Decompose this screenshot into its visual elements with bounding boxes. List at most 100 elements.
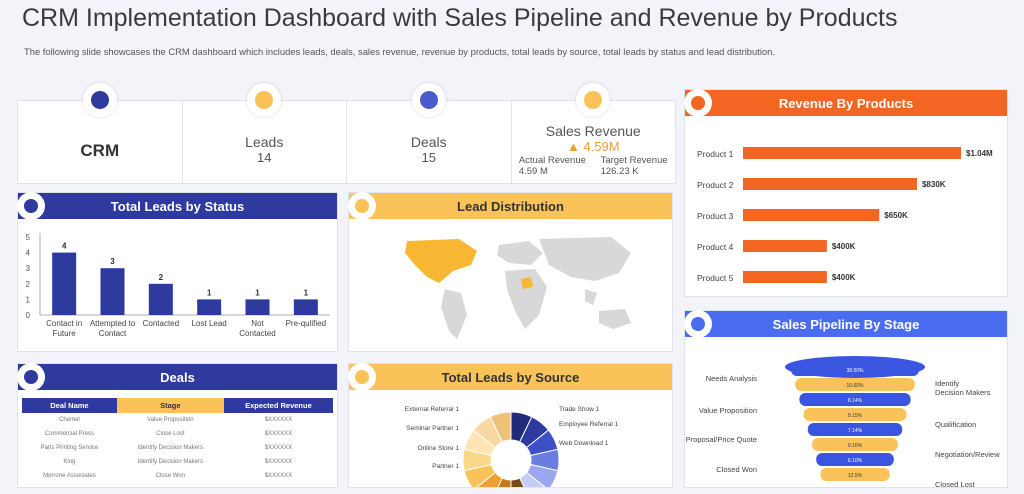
pipeline-right-label: Qualification [935, 420, 976, 429]
status-bar [148, 283, 173, 315]
status-category-label: Contact [99, 329, 127, 338]
crm-icon [82, 83, 117, 117]
source-right-label: Web Download 1 [559, 440, 609, 447]
revenue-bar [743, 209, 880, 221]
deals-cell: Close Won [155, 473, 185, 479]
y-tick-label: 2 [26, 280, 31, 289]
deals-cell: Identify Decision Makers [137, 459, 204, 465]
pipeline-right-label: Closed Lost [935, 480, 976, 489]
status-bar [52, 252, 77, 315]
leads-status-panel: Total Leads by Status 0 1 2 3 4 5 4 Contact in F… [17, 192, 338, 352]
source-icon [348, 363, 376, 391]
funnel-stage [812, 438, 898, 451]
status-bar-value: 2 [159, 273, 164, 282]
revenue-bar-label: $400K [832, 273, 856, 282]
deals-cell: Parts Printing Service [40, 445, 99, 451]
product-label: Product 2 [697, 180, 734, 190]
product-label: Product 1 [697, 149, 734, 159]
source-right-label: Trade Show 1 [559, 406, 600, 413]
source-left-label: Partner 1 [432, 463, 459, 470]
kpi-leads-value: 14 [257, 150, 272, 165]
kpi-deals-label: Deals [410, 134, 447, 150]
deals-cell: Chemel [59, 417, 80, 423]
status-bar-value: 3 [110, 257, 115, 266]
page-title: CRM Implementation Dashboard with Sales … [22, 4, 898, 32]
deals-col-stage: Stage [116, 398, 224, 413]
kpi-deals-value: 15 [421, 150, 436, 165]
target-revenue-value: 126.23 K [600, 166, 639, 177]
revenue-bar-label: $400K [832, 242, 856, 251]
status-icon [17, 192, 45, 220]
status-category-label: Attempted to [90, 319, 136, 328]
kpi-deals: Deals 15 [347, 83, 512, 183]
source-left-label: Online Store 1 [417, 445, 459, 452]
kpi-crm: CRM [18, 83, 183, 183]
deals-col-name: Deal Name [22, 398, 117, 413]
revenue-products-header: Revenue By Products [684, 89, 1007, 117]
lead-distribution-title: Lead Distribution [457, 198, 564, 214]
pipeline-left-label: Proposal/Price Quote [686, 435, 757, 444]
funnel-stage [820, 468, 890, 481]
funnel-stage [816, 453, 894, 466]
deals-row: Chemel Value Proposition $XXXXXX [22, 413, 333, 427]
deals-cell: $XXXXXX [264, 431, 293, 437]
kpi-sales-label: Sales Revenue [545, 123, 641, 139]
status-category-label: Not [251, 319, 264, 328]
pipeline-icon [684, 310, 712, 338]
leads-source-title: Total Leads by Source [441, 369, 580, 385]
status-bar [293, 299, 318, 315]
revenue-icon [684, 89, 712, 117]
deals-table: Deal Name Stage Expected Revenue Chemel V… [22, 398, 333, 483]
funnel-stage [807, 423, 903, 436]
actual-revenue-value: 4.59 M [518, 166, 548, 177]
deals-row: Commercial Press Close Lost $XXXXXX [22, 427, 333, 441]
status-category-label: Future [53, 329, 77, 338]
funnel-stage [803, 408, 907, 421]
status-bar [245, 299, 270, 315]
revenue-products-title: Revenue By Products [778, 95, 914, 111]
sales-pipeline-panel: Sales Pipeline By Stage 38.00% 10.60% 8.14… [684, 310, 1008, 489]
status-category-label: Contacted [143, 319, 179, 328]
status-category-label: Lost Lead [192, 319, 227, 328]
source-left-label: External Referral 1 [405, 406, 460, 413]
leads-source-panel: Total Leads by Source External Referral … [348, 363, 673, 494]
source-left-label: Seminar Partner 1 [406, 425, 459, 432]
deals-cell: $XXXXXX [264, 459, 293, 465]
product-label: Product 3 [697, 211, 734, 221]
source-slice [489, 411, 512, 443]
funnel-stage-value: 38.00% [847, 368, 865, 374]
deals-cell: Close Lost [156, 431, 185, 437]
product-label: Product 4 [697, 242, 734, 252]
funnel-stage-value: 9.16% [848, 443, 863, 449]
funnel-stage [799, 393, 911, 406]
pipeline-left-label: Closed Won [716, 465, 757, 474]
deals-panel: Deals Deal Name Stage Expected Revenue C… [17, 363, 338, 488]
funnel-stage-value: 8.14% [848, 398, 863, 404]
deals-cell: Morrone Associates [43, 473, 96, 479]
page-subtitle: The following slide showcases the CRM da… [24, 46, 775, 57]
revenue-products-panel: Revenue By Products Product 1 $1.04M Produ… [684, 89, 1008, 297]
y-tick-label: 3 [26, 264, 31, 273]
deals-cell: $XXXXXX [264, 417, 293, 423]
deals-panel-icon [17, 363, 45, 391]
deals-title: Deals [160, 369, 195, 385]
distribution-icon [348, 192, 376, 220]
leads-source-header: Total Leads by Source [348, 363, 672, 391]
revenue-bar [743, 240, 827, 252]
africa-highlight [521, 277, 533, 289]
deals-cell: King [63, 459, 76, 465]
deals-cell: $XXXXXX [264, 445, 293, 451]
pipeline-left-label: Value Proposition [699, 406, 757, 415]
status-bar-value: 4 [62, 242, 67, 251]
status-category-label: Contact in [46, 319, 82, 328]
funnel-stage-value: 7.14% [848, 428, 863, 434]
kpi-row: CRM Leads 14 Deals 15 Sales Revenue ▲ 4.… [17, 83, 676, 184]
sales-pipeline-title: Sales Pipeline By Stage [772, 316, 920, 332]
deals-col-revenue: Expected Revenue [223, 398, 333, 413]
status-bar-value: 1 [255, 288, 260, 297]
pipeline-right-label: Identify [935, 379, 959, 388]
deals-row: Morrone Associates Close Won $XXXXXX [22, 469, 333, 483]
lead-distribution-header: Lead Distribution [348, 192, 672, 220]
y-tick-label: 4 [26, 249, 31, 258]
